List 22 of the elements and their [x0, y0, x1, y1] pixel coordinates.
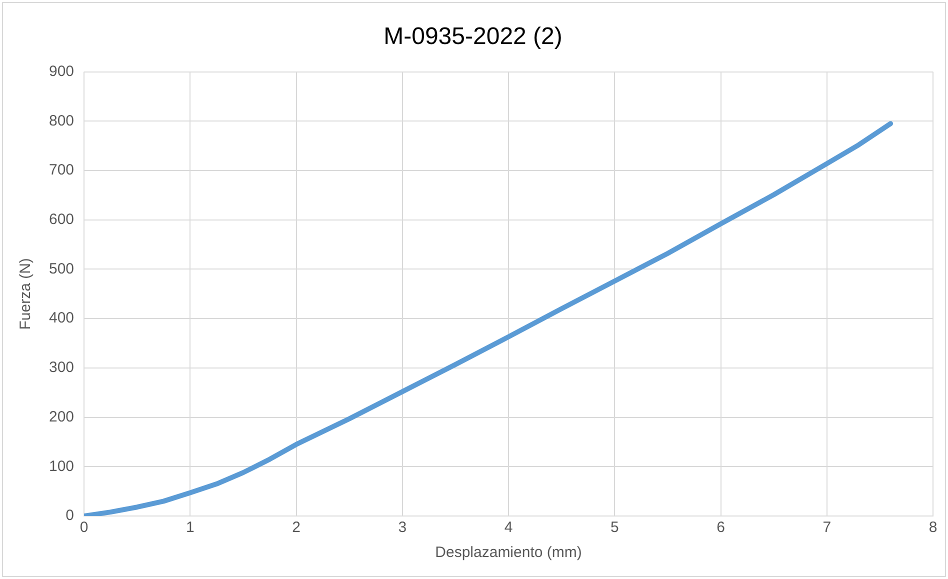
y-tick-label: 0 [66, 507, 74, 524]
y-tick-label: 600 [48, 211, 74, 228]
y-tick-label: 200 [48, 408, 74, 426]
x-tick-label: 1 [186, 519, 194, 536]
x-tick-label: 0 [80, 519, 88, 536]
x-tick-label: 7 [822, 519, 832, 536]
x-tick-label: 8 [928, 519, 938, 536]
x-tick-label: 4 [504, 519, 513, 536]
x-tick-label: 3 [398, 519, 407, 536]
y-tick-label: 300 [48, 359, 74, 376]
x-tick-label: 6 [716, 519, 725, 536]
y-tick-label: 500 [48, 260, 74, 278]
y-axis-title: Fuerza (N) [17, 258, 34, 330]
y-tick-label: 100 [48, 458, 74, 475]
x-axis-title: Desplazamiento (mm) [435, 544, 582, 562]
x-tick-label: 5 [610, 519, 619, 536]
x-tick-label: 2 [292, 519, 300, 536]
y-tick-label: 400 [48, 310, 74, 327]
y-tick-label: 800 [48, 112, 74, 130]
y-tick-label: 900 [48, 62, 74, 80]
chart-title: M-0935-2022 (2) [384, 23, 562, 50]
y-tick-label: 700 [48, 162, 74, 179]
